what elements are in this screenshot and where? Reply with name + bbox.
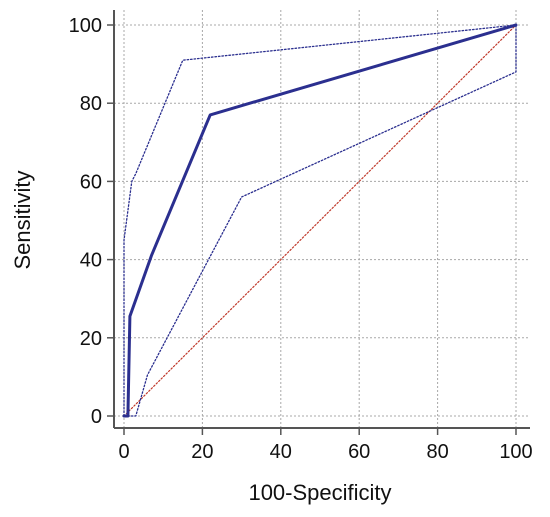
ci-upper-line [123, 24, 517, 417]
x-tick-label-60: 60 [348, 441, 370, 463]
x-tick-label-40: 40 [270, 441, 292, 463]
tick-labels: 0 20 40 60 80 100 0 20 40 60 80 100 [69, 15, 533, 463]
y-tick-label-0: 0 [91, 406, 102, 428]
axes [107, 10, 530, 435]
y-tick-label-20: 20 [80, 328, 102, 350]
roc-line [122, 23, 518, 418]
x-tick-label-20: 20 [191, 441, 213, 463]
y-tick-label-40: 40 [80, 250, 102, 272]
y-tick-label-60: 60 [80, 171, 102, 193]
y-axis-title: Sensitivity [10, 170, 35, 269]
ci-lower-line [127, 24, 517, 417]
y-tick-label-100: 100 [69, 15, 102, 37]
x-axis-title: 100-Specificity [248, 480, 391, 505]
x-tick-label-0: 0 [118, 441, 129, 463]
x-tick-label-100: 100 [499, 441, 532, 463]
y-tick-label-80: 80 [80, 93, 102, 115]
plot-series [122, 23, 518, 418]
diagonal-line [123, 24, 517, 417]
grid [114, 10, 530, 428]
x-tick-label-80: 80 [426, 441, 448, 463]
